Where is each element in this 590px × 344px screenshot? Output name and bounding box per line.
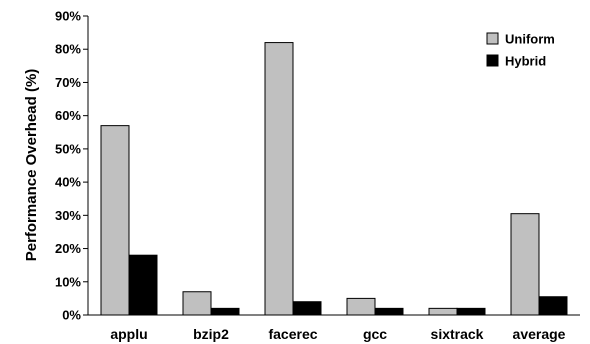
y-tick-label: 30% (55, 208, 81, 223)
y-tick-label: 20% (55, 241, 81, 256)
y-tick-label: 70% (55, 75, 81, 90)
y-tick-label: 50% (55, 141, 81, 156)
legend-label-hybrid: Hybrid (505, 54, 546, 69)
y-tick-label: 0% (62, 308, 81, 323)
legend-swatch-uniform (486, 32, 499, 45)
bar-uniform-facerec (264, 42, 294, 316)
legend-label-uniform: Uniform (505, 32, 555, 47)
x-tick-label: bzip2 (193, 326, 229, 342)
bar-hybrid-facerec (292, 301, 322, 316)
bar-uniform-bzip2 (182, 291, 212, 316)
bar-uniform-applu (100, 125, 130, 316)
x-tick-label: sixtrack (431, 326, 484, 342)
bar-uniform-average (510, 213, 540, 316)
y-ticks: 0% 10% 20% 30% 40% 50% 60% 70% 80% 90% (55, 9, 88, 323)
y-tick-label: 60% (55, 108, 81, 123)
bar-hybrid-applu (128, 254, 158, 316)
x-tick-label: gcc (363, 326, 387, 342)
bars (100, 42, 568, 316)
axes (87, 16, 580, 316)
bar-hybrid-bzip2 (210, 307, 240, 316)
bar-uniform-sixtrack (428, 307, 458, 316)
y-tick-label: 80% (55, 42, 81, 57)
legend-swatch-hybrid (486, 54, 499, 67)
bar-uniform-gcc (346, 297, 376, 316)
y-tick-label: 10% (55, 274, 81, 289)
y-tick-label: 90% (55, 9, 81, 24)
x-tick-labels: applu bzip2 facerec gcc sixtrack average (110, 326, 565, 342)
y-axis-title-group: Performance Overhead (%) (23, 69, 40, 262)
x-tick-label: facerec (268, 326, 317, 342)
x-tick-label: average (513, 326, 566, 342)
bar-hybrid-gcc (374, 307, 404, 316)
legend: Uniform Hybrid (486, 32, 555, 69)
y-tick-label: 40% (55, 175, 81, 190)
y-axis-title: Performance Overhead (%) (23, 69, 40, 262)
bar-hybrid-sixtrack (456, 307, 486, 316)
x-tick-label: applu (110, 326, 147, 342)
bar-hybrid-average (538, 296, 568, 316)
